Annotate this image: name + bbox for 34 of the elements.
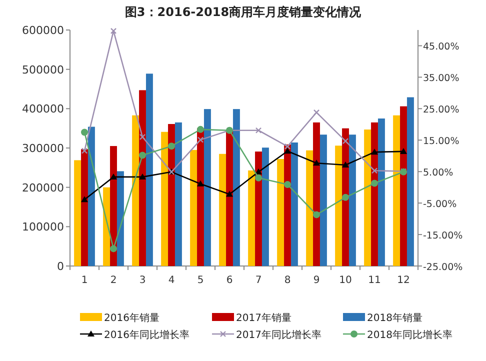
xtick: 9 bbox=[313, 275, 320, 286]
legend-label: 2017年同比增长率 bbox=[236, 329, 322, 341]
xtick: 2 bbox=[110, 275, 117, 286]
y-tick-label: 500000 bbox=[22, 63, 64, 76]
xtick: 5 bbox=[197, 275, 204, 286]
legend-label: 2018年同比增长率 bbox=[367, 329, 452, 341]
xtick: 11 bbox=[368, 275, 381, 286]
legend-label: 2017年销量 bbox=[236, 312, 292, 324]
xtick: 7 bbox=[255, 275, 262, 286]
legend-label: 2016年同比增长率 bbox=[104, 329, 190, 341]
legend-label: 2018年销量 bbox=[367, 312, 422, 324]
y2-tick-label: 5.00% bbox=[423, 168, 454, 179]
xtick: 6 bbox=[226, 275, 233, 286]
y-tick-label: 600000 bbox=[22, 24, 64, 37]
y-tick-label: 400000 bbox=[22, 102, 64, 116]
xtick: 8 bbox=[284, 275, 291, 286]
y-tick-label: 200000 bbox=[22, 181, 64, 194]
y2-tick-label: 35.00% bbox=[423, 73, 460, 84]
y2-tick-label: -25.00% bbox=[423, 262, 463, 273]
y-tick-label: 0 bbox=[57, 260, 64, 273]
y2-tick-label: -5.00% bbox=[423, 199, 457, 210]
xtick: 3 bbox=[139, 275, 146, 286]
xtick: 4 bbox=[168, 275, 175, 286]
xtick: 12 bbox=[397, 275, 410, 286]
xtick: 10 bbox=[339, 275, 352, 286]
y2-tick-label: 25.00% bbox=[423, 104, 460, 116]
legend-label: 2016年销量 bbox=[104, 312, 160, 324]
y-tick-label: 300000 bbox=[22, 142, 64, 155]
chart-title: 图3：2016-2018商用车月度销量变化情况 bbox=[124, 5, 362, 19]
y2-tick-label: -15.00% bbox=[423, 230, 463, 242]
y2-tick-label: 15.00% bbox=[423, 136, 460, 148]
xtick: 1 bbox=[81, 275, 88, 286]
y2-tick-label: 45.00% bbox=[423, 42, 460, 53]
y-tick-label: 100000 bbox=[22, 220, 64, 234]
